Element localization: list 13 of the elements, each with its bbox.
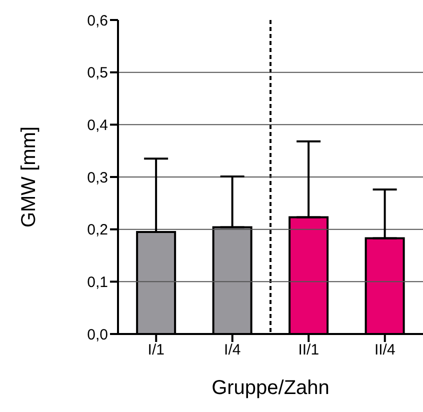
x-tick-label: II/4 [374,342,396,359]
y-tick-label: 0,1 [87,274,108,291]
x-tick-label: I/1 [148,342,164,359]
x-axis-title: Gruppe/Zahn [212,377,330,399]
y-tick-label: 0,0 [87,326,108,344]
y-tick-label: 0,5 [87,64,108,82]
y-tick-label: 0,4 [87,116,108,134]
y-tick-label: 0,2 [87,222,108,239]
x-tick-label: I/4 [224,342,241,359]
y-tick-label: 0,6 [87,12,108,30]
x-tick-label: II/1 [298,342,320,359]
y-tick-label: 0,3 [87,169,108,186]
y-axis-title: GMW [mm] [18,126,40,228]
